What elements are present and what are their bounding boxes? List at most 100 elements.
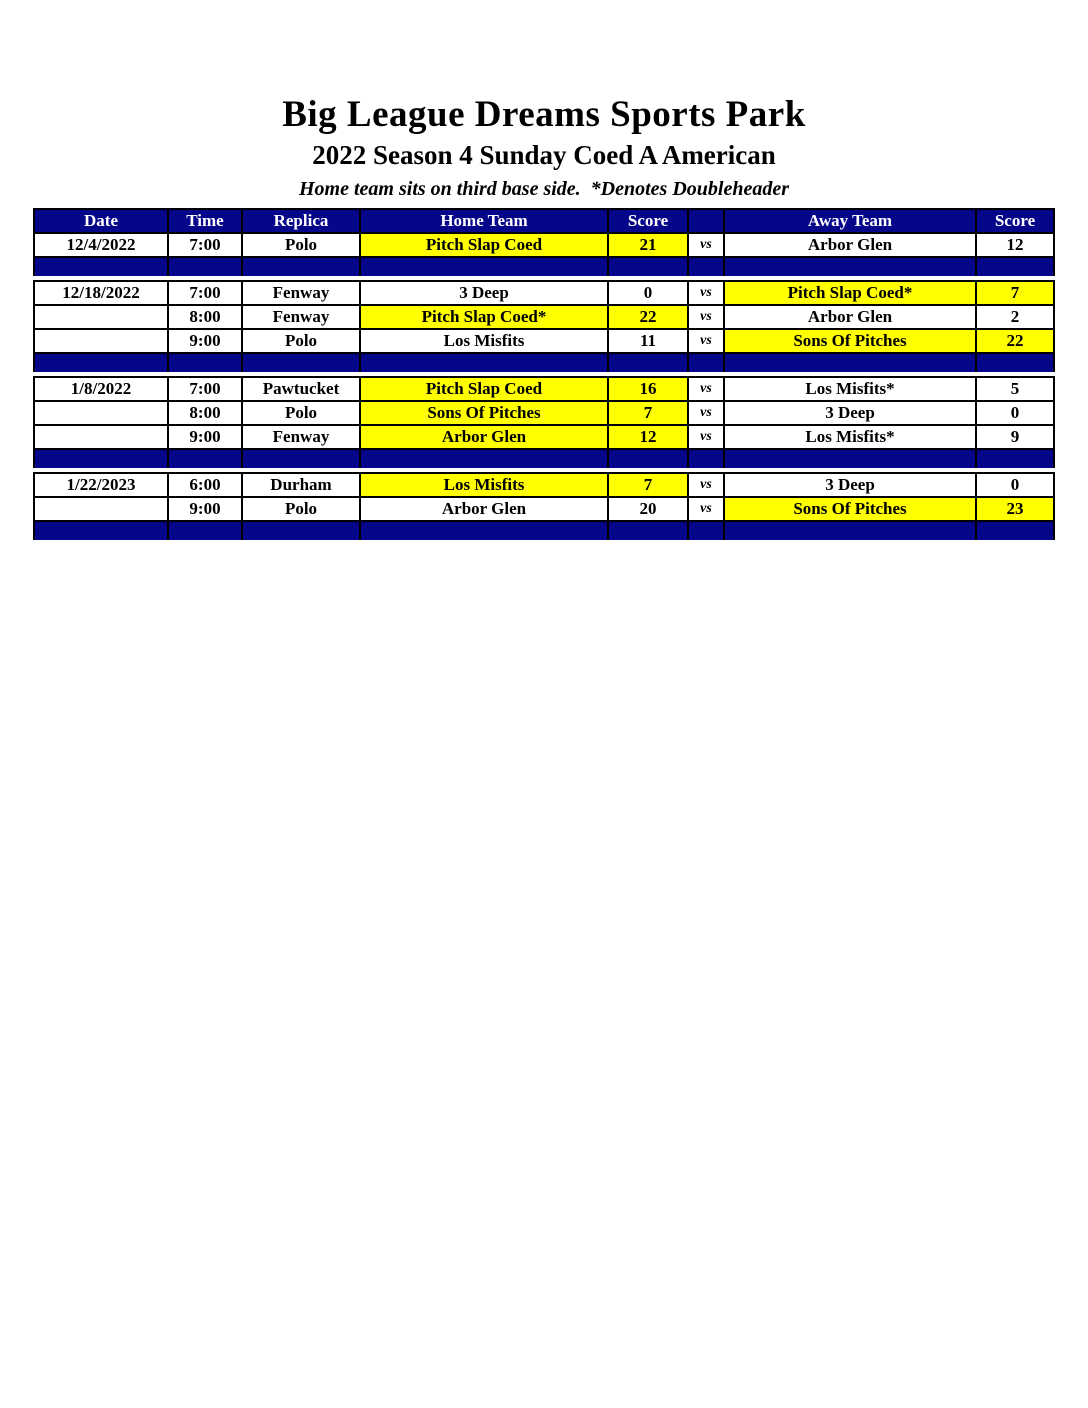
home-team-cell: Pitch Slap Coed — [359, 232, 609, 258]
away-score-cell: 5 — [975, 376, 1055, 402]
replica-cell: Pawtucket — [241, 376, 361, 402]
away-score-cell: 23 — [975, 496, 1055, 522]
separator-cell — [33, 257, 169, 276]
separator-cell — [241, 257, 361, 276]
home-score-cell: 12 — [607, 424, 689, 450]
separator-cell — [687, 449, 725, 468]
separator-cell — [975, 521, 1055, 540]
header-vs — [687, 208, 725, 234]
date-cell — [33, 328, 169, 354]
page-note: Home team sits on third base side. *Deno… — [299, 178, 789, 200]
separator-cell — [687, 521, 725, 540]
separator-cell — [723, 449, 977, 468]
separator-cell — [607, 353, 689, 372]
separator-cell — [975, 449, 1055, 468]
home-score-cell: 0 — [607, 280, 689, 306]
home-score-cell: 22 — [607, 304, 689, 330]
separator-cell — [167, 257, 243, 276]
away-score-cell: 0 — [975, 472, 1055, 498]
header-home-team: Home Team — [359, 208, 609, 234]
separator-row — [33, 353, 1055, 372]
spacer-row — [34, 372, 1054, 377]
game-row: 9:00 Polo Arbor Glen 20 vs Sons Of Pitches 23 — [33, 496, 1055, 522]
home-team-cell: 3 Deep — [359, 280, 609, 306]
separator-cell — [687, 353, 725, 372]
game-row: 8:00 Polo Sons Of Pitches 7 vs 3 Deep 0 — [33, 400, 1055, 426]
page-header: Big League Dreams Sports Park 2022 Seaso… — [34, 0, 1054, 199]
home-score-cell: 16 — [607, 376, 689, 402]
separator-cell — [241, 353, 361, 372]
date-cell — [33, 424, 169, 450]
vs-cell: vs — [687, 304, 725, 330]
home-team-cell: Arbor Glen — [359, 424, 609, 450]
time-cell: 7:00 — [167, 280, 243, 306]
spacer-cell — [34, 468, 1054, 473]
home-team-cell: Pitch Slap Coed — [359, 376, 609, 402]
vs-cell: vs — [687, 496, 725, 522]
away-score-cell: 2 — [975, 304, 1055, 330]
home-score-cell: 7 — [607, 400, 689, 426]
home-score-cell: 7 — [607, 472, 689, 498]
away-score-cell: 9 — [975, 424, 1055, 450]
separator-cell — [241, 449, 361, 468]
away-score-cell: 0 — [975, 400, 1055, 426]
separator-cell — [723, 257, 977, 276]
away-score-cell: 7 — [975, 280, 1055, 306]
separator-cell — [167, 449, 243, 468]
header-away-team: Away Team — [723, 208, 977, 234]
home-team-cell: Arbor Glen — [359, 496, 609, 522]
away-team-cell: Pitch Slap Coed* — [723, 280, 977, 306]
separator-cell — [167, 353, 243, 372]
separator-cell — [607, 521, 689, 540]
away-team-cell: Los Misfits* — [723, 376, 977, 402]
home-team-cell: Los Misfits — [359, 472, 609, 498]
spacer-row — [34, 276, 1054, 281]
separator-cell — [687, 257, 725, 276]
separator-cell — [359, 257, 609, 276]
home-team-cell: Sons Of Pitches — [359, 400, 609, 426]
away-team-cell: Arbor Glen — [723, 232, 977, 258]
date-cell — [33, 304, 169, 330]
game-row: 1/22/2023 6:00 Durham Los Misfits 7 vs 3 Deep 0 — [33, 472, 1055, 498]
separator-cell — [607, 257, 689, 276]
header-row: Date Time Replica Home Team Score Away T… — [33, 208, 1055, 234]
replica-cell: Fenway — [241, 280, 361, 306]
header-time: Time — [167, 208, 243, 234]
separator-cell — [607, 449, 689, 468]
separator-row — [33, 257, 1055, 276]
vs-cell: vs — [687, 376, 725, 402]
separator-cell — [723, 353, 977, 372]
separator-cell — [241, 521, 361, 540]
home-team-cell: Pitch Slap Coed* — [359, 304, 609, 330]
separator-cell — [33, 449, 169, 468]
time-cell: 9:00 — [167, 424, 243, 450]
header-away-score: Score — [975, 208, 1055, 234]
time-cell: 7:00 — [167, 376, 243, 402]
home-score-cell: 20 — [607, 496, 689, 522]
home-team-cell: Los Misfits — [359, 328, 609, 354]
separator-cell — [359, 449, 609, 468]
header-replica: Replica — [241, 208, 361, 234]
separator-cell — [359, 521, 609, 540]
separator-cell — [975, 353, 1055, 372]
time-cell: 7:00 — [167, 232, 243, 258]
replica-cell: Fenway — [241, 424, 361, 450]
time-cell: 8:00 — [167, 400, 243, 426]
away-team-cell: Arbor Glen — [723, 304, 977, 330]
vs-cell: vs — [687, 424, 725, 450]
game-row: 9:00 Polo Los Misfits 11 vs Sons Of Pitches 22 — [33, 328, 1055, 354]
separator-cell — [723, 521, 977, 540]
away-score-cell: 12 — [975, 232, 1055, 258]
header-home-score: Score — [607, 208, 689, 234]
separator-cell — [359, 353, 609, 372]
date-cell — [33, 496, 169, 522]
page-subtitle: 2022 Season 4 Sunday Coed A American — [312, 140, 776, 170]
away-team-cell: Sons Of Pitches — [723, 496, 977, 522]
vs-cell: vs — [687, 232, 725, 258]
away-team-cell: Sons Of Pitches — [723, 328, 977, 354]
away-score-cell: 22 — [975, 328, 1055, 354]
spacer-cell — [34, 372, 1054, 377]
home-score-cell: 21 — [607, 232, 689, 258]
time-cell: 9:00 — [167, 328, 243, 354]
